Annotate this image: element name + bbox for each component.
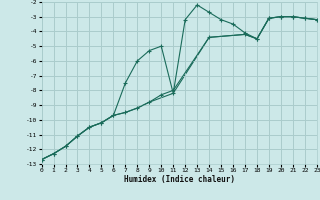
X-axis label: Humidex (Indice chaleur): Humidex (Indice chaleur): [124, 175, 235, 184]
